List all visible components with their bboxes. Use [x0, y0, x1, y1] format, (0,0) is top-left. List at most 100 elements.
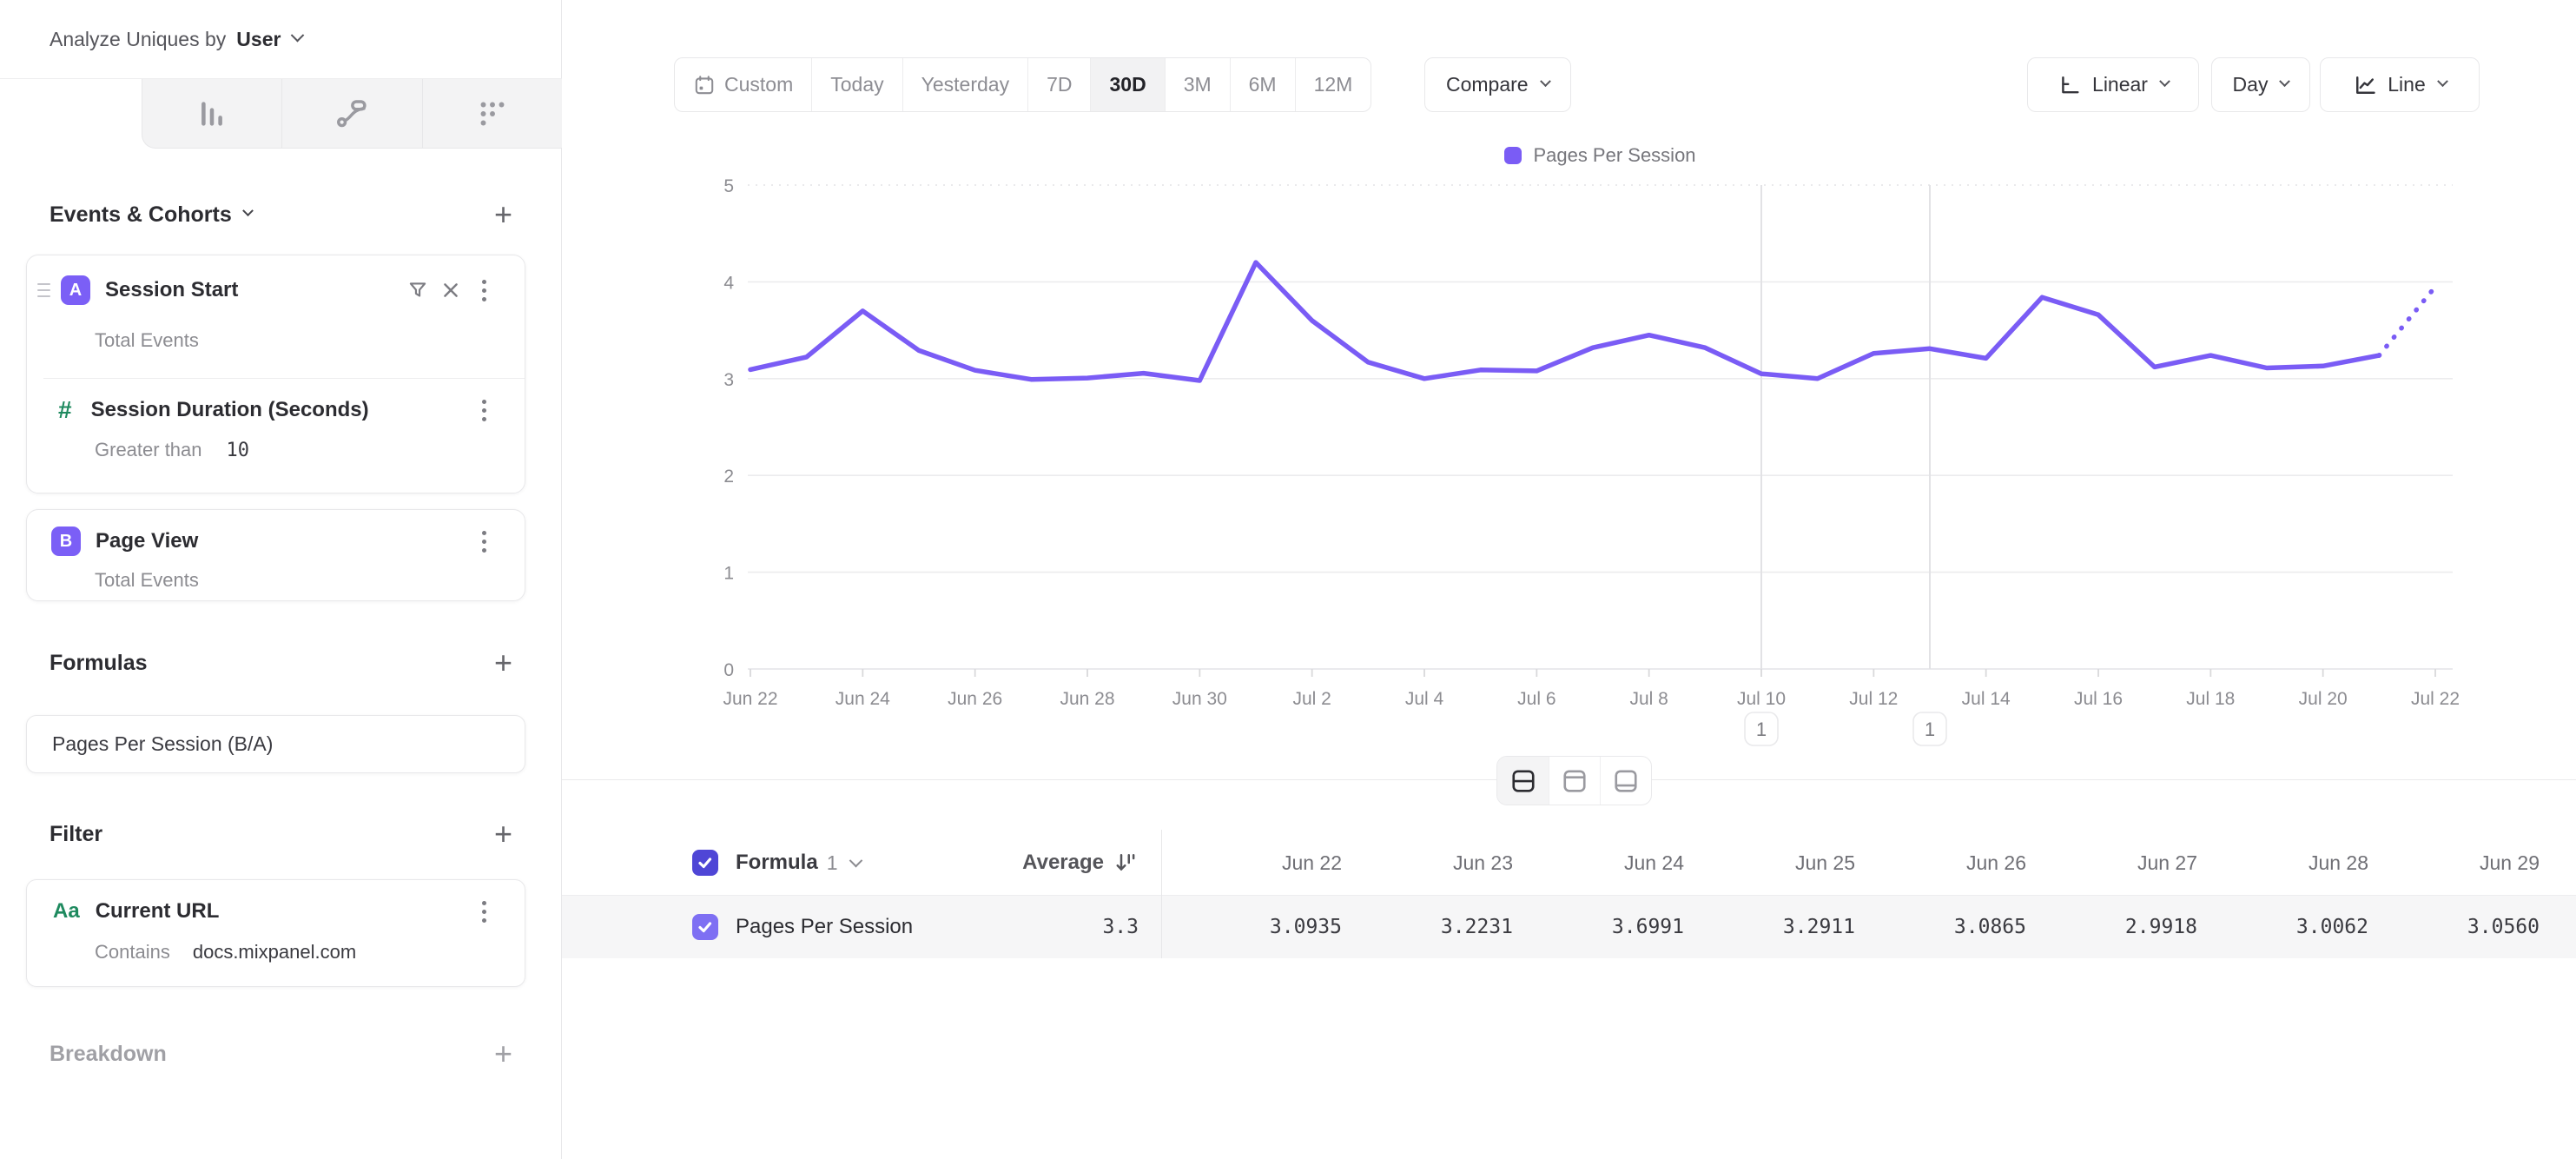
- x-axis-label: Jun 26: [948, 689, 1002, 709]
- table-row[interactable]: Pages Per Session: [692, 896, 913, 958]
- filter-operator[interactable]: Contains: [95, 941, 170, 963]
- annotation-badge[interactable]: [1744, 712, 1779, 746]
- sort-descending-icon: [1116, 854, 1135, 871]
- property-operator[interactable]: Greater than: [95, 439, 202, 460]
- x-axis-label: Jul 6: [1517, 689, 1556, 709]
- filter-section-title: Filter: [50, 821, 103, 846]
- split-view-button[interactable]: [1497, 757, 1549, 805]
- filter-card: Aa Current URL Contains docs.mixpanel.co…: [26, 879, 525, 987]
- table-view-button[interactable]: [1600, 757, 1651, 805]
- x-axis-label: Jul 16: [2074, 689, 2123, 709]
- range-option-3m[interactable]: 3M: [1164, 58, 1230, 111]
- annotation-badge-count: 1: [1925, 719, 1935, 740]
- table-column-header[interactable]: Jun 29: [2479, 851, 2540, 874]
- tab-bar-chart[interactable]: [142, 79, 281, 148]
- chart-view-button[interactable]: [1549, 757, 1600, 805]
- range-option-custom[interactable]: Custom: [675, 58, 811, 111]
- table-column-header[interactable]: Jun 28: [2308, 851, 2368, 874]
- property-name[interactable]: Session Duration (Seconds): [90, 398, 369, 421]
- x-axis-label: Jun 24: [836, 689, 890, 709]
- table-column-header[interactable]: Jun 24: [1623, 851, 1684, 874]
- event-name[interactable]: Session Start: [105, 278, 239, 301]
- add-breakdown-button[interactable]: +: [493, 1036, 512, 1071]
- table-column-divider: [1161, 830, 1162, 958]
- interval-selector-button[interactable]: Day: [2211, 57, 2310, 112]
- report-type-tabs: [0, 79, 562, 149]
- linear-axis-icon: [2062, 76, 2079, 93]
- range-option-7d[interactable]: 7D: [1027, 58, 1090, 111]
- more-options-icon[interactable]: [467, 895, 500, 928]
- table-row-background: [562, 896, 2576, 958]
- select-all-checkbox[interactable]: [692, 850, 718, 876]
- table-column-header[interactable]: Jun 27: [2137, 851, 2197, 874]
- range-option-6m[interactable]: 6M: [1229, 58, 1295, 111]
- line-chart-icon: [2356, 76, 2375, 94]
- x-axis-label: Jul 10: [1737, 689, 1786, 709]
- x-axis-label: Jun 30: [1172, 689, 1227, 709]
- series-column-label[interactable]: Formula: [736, 851, 818, 874]
- scale-selector-button[interactable]: Linear: [2027, 57, 2199, 112]
- chevron-down-icon[interactable]: [241, 205, 254, 217]
- x-axis-label: Jul 12: [1849, 689, 1898, 709]
- table-header-border: [562, 895, 2576, 896]
- line-chart[interactable]: 0 1 2 3 4 5 Jun 22 Jun 24 Jun 26 Jun 28 Jun 30 Jul …: [562, 130, 2576, 765]
- event-name[interactable]: Page View: [96, 529, 199, 553]
- events-section-header: Events & Cohorts +: [50, 196, 512, 232]
- report-type-tabs-group: [142, 79, 562, 149]
- table-column-header[interactable]: Jun 23: [1452, 851, 1513, 874]
- average-header[interactable]: Average: [1022, 830, 1139, 896]
- close-icon[interactable]: [434, 274, 467, 307]
- event-row[interactable]: A Session Start: [27, 255, 525, 325]
- chart-type-label: Line: [2388, 73, 2426, 96]
- filter-property-name[interactable]: Current URL: [95, 899, 220, 923]
- tab-flows[interactable]: [281, 79, 421, 148]
- breakdown-section-title: Breakdown: [50, 1041, 167, 1066]
- range-option-30d[interactable]: 30D: [1090, 58, 1165, 111]
- formula-card[interactable]: Pages Per Session (B/A): [26, 715, 525, 773]
- annotation-badge[interactable]: [1912, 712, 1947, 746]
- numeric-property-row[interactable]: # Session Duration (Seconds): [27, 383, 525, 437]
- drag-handle-icon[interactable]: [37, 288, 50, 292]
- interval-label: Day: [2232, 73, 2269, 96]
- add-event-button[interactable]: +: [493, 196, 512, 232]
- event-measurement[interactable]: Total Events: [95, 329, 199, 351]
- more-options-icon[interactable]: [467, 394, 500, 427]
- filter-row[interactable]: Aa Current URL: [27, 884, 525, 939]
- layout-toggle: [1496, 756, 1652, 805]
- tab-retention[interactable]: [421, 79, 562, 148]
- chart-type-selector-button[interactable]: Line: [2320, 57, 2480, 112]
- chevron-down-icon: [2436, 75, 2448, 87]
- more-options-icon[interactable]: [467, 274, 500, 307]
- range-option-12m[interactable]: 12M: [1294, 58, 1371, 111]
- event-card-page-view: B Page View Total Events: [26, 509, 525, 601]
- chevron-down-icon: [2159, 75, 2170, 87]
- analyze-value-dropdown[interactable]: User: [236, 27, 281, 50]
- formula-name[interactable]: Pages Per Session (B/A): [52, 732, 274, 755]
- row-checkbox[interactable]: [692, 914, 718, 940]
- formulas-section-title: Formulas: [50, 650, 148, 675]
- chevron-down-icon[interactable]: [849, 853, 863, 867]
- range-option-today[interactable]: Today: [811, 58, 902, 111]
- add-filter-button[interactable]: +: [493, 816, 512, 851]
- split-view-icon: [1511, 769, 1535, 792]
- x-axis-label: Jul 20: [2299, 689, 2348, 709]
- table-cell-value: 3.0062: [2295, 916, 2368, 938]
- property-value[interactable]: 10: [226, 439, 250, 461]
- series-column-number: 1: [826, 851, 838, 874]
- event-measurement[interactable]: Total Events: [95, 569, 199, 591]
- table-column-header[interactable]: Jun 26: [1965, 851, 2026, 874]
- x-axis-label: Jul 2: [1292, 689, 1331, 709]
- event-row[interactable]: B Page View: [27, 513, 525, 569]
- filter-icon[interactable]: [401, 274, 434, 307]
- analyze-label: Analyze Uniques by: [50, 27, 227, 50]
- filter-value[interactable]: docs.mixpanel.com: [192, 941, 357, 963]
- series-line[interactable]: [748, 260, 2382, 383]
- add-formula-button[interactable]: +: [493, 645, 512, 680]
- chevron-down-icon: [2279, 75, 2291, 87]
- more-options-icon[interactable]: [467, 525, 500, 558]
- table-column-header[interactable]: Jun 25: [1794, 851, 1855, 874]
- chart-legend[interactable]: Pages Per Session: [748, 144, 2453, 167]
- range-option-yesterday[interactable]: Yesterday: [902, 58, 1027, 111]
- table-column-header[interactable]: Jun 22: [1281, 851, 1342, 874]
- compare-button[interactable]: Compare: [1424, 57, 1571, 112]
